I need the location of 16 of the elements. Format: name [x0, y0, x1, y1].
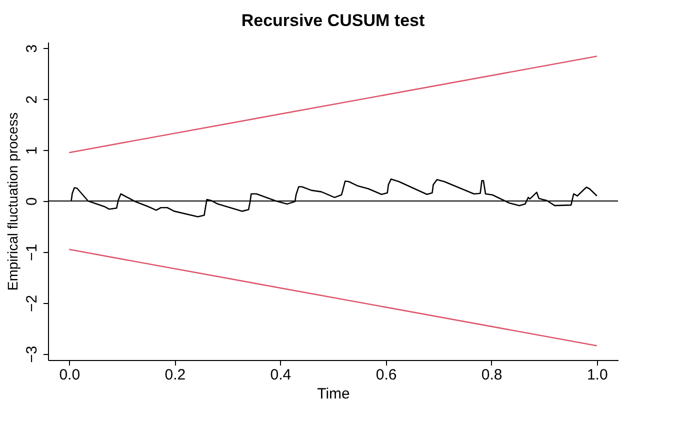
y-tick-label: 0: [24, 197, 40, 206]
x-tick-label: 0.6: [376, 366, 397, 384]
y-tick-label: 2: [24, 95, 40, 104]
y-tick-label: −1: [24, 244, 40, 262]
x-tick-label: 0.4: [270, 366, 292, 384]
x-tick-label: 0.2: [164, 366, 186, 384]
x-tick-label: 0.0: [59, 366, 80, 384]
y-axis-title: Empirical fluctuation process: [4, 112, 20, 291]
x-tick-label: 1.0: [586, 366, 608, 384]
x-tick-label: 0.8: [481, 366, 502, 384]
y-tick-label: 1: [24, 146, 40, 155]
y-tick-label: 3: [24, 44, 40, 53]
x-axis-title: Time: [317, 386, 350, 402]
chart-title: Recursive CUSUM test: [241, 11, 425, 30]
y-tick-label: −3: [24, 346, 40, 363]
y-tick-label: −2: [24, 294, 40, 312]
